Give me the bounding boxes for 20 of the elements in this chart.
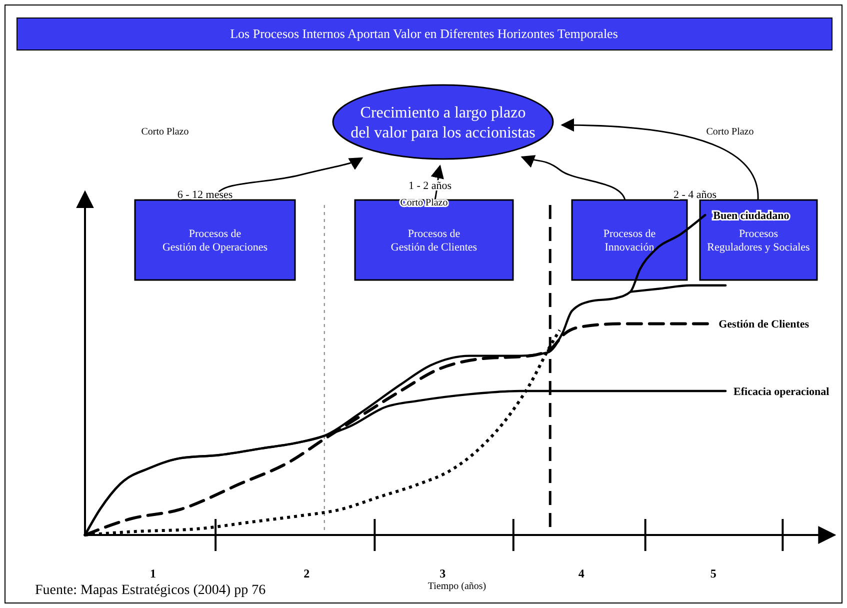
series-label: Gestión de Clientes bbox=[718, 318, 810, 331]
x-tick-label: 5 bbox=[710, 566, 716, 581]
x-tick-label: 2 bbox=[304, 566, 310, 581]
annotation: Procesos de Gestión de Clientes bbox=[390, 228, 478, 254]
x-tick-label: 1 bbox=[150, 566, 156, 581]
series-label: Eficacia operacional bbox=[734, 386, 830, 398]
text: 2 - 4 años bbox=[673, 188, 717, 201]
annotation: Procesos Reguladores y Sociales bbox=[707, 228, 810, 254]
series-label: Buen ciudadano bbox=[713, 210, 790, 222]
annotation: Procesos de Gestión de Operaciones bbox=[162, 228, 268, 254]
text: Corto Plazo bbox=[141, 126, 189, 138]
x-tick-label: 3 bbox=[440, 566, 446, 581]
text: Corto Plazo bbox=[706, 126, 754, 138]
x-axis-title: Tiempo (años) bbox=[428, 581, 486, 592]
source-note: Fuente: Mapas Estratégicos (2004) pp 76 bbox=[35, 582, 266, 598]
text: Corto Plazo bbox=[400, 198, 448, 208]
x-tick-label: 4 bbox=[578, 566, 584, 581]
annotation: Procesos de Innovación bbox=[603, 228, 656, 254]
chart-title: Los Procesos Internos Aportan Valor en Diferentes Horizontes Temporales bbox=[230, 26, 618, 41]
text: Crecimiento a largo plazo del valor para los accionistas bbox=[350, 104, 536, 142]
